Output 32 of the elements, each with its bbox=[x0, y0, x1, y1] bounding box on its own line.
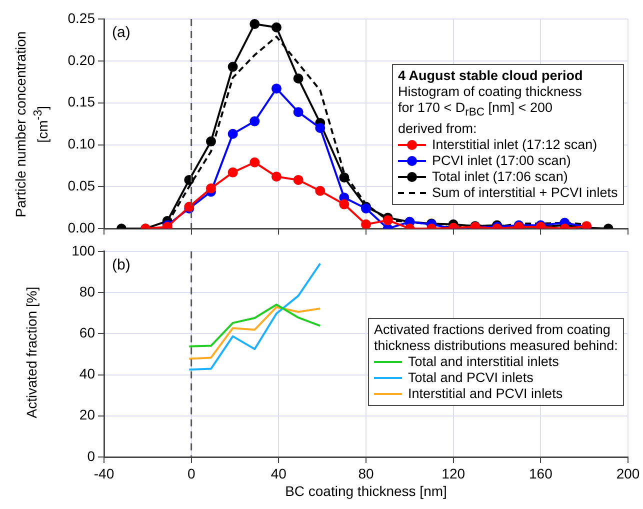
legend-title: Activated fractions derived from coating thickness distributions measured behind: bbox=[374, 322, 618, 354]
annotation: (b) bbox=[112, 256, 130, 274]
x-tick-label: 160 bbox=[528, 465, 553, 482]
legend-label: Total inlet (17:06 scan) bbox=[432, 168, 568, 185]
y-tick-label: 0.15 bbox=[68, 94, 96, 110]
y-tick-label: 60 bbox=[79, 324, 96, 340]
y-tick-label: 0.25 bbox=[68, 10, 96, 26]
legend-label: PCVI inlet (17:00 scan) bbox=[432, 152, 571, 169]
y-tick-label: 0.20 bbox=[68, 52, 96, 68]
legend-label: Interstitial and PCVI inlets bbox=[408, 386, 563, 402]
y-tick-label: 0 bbox=[87, 448, 96, 464]
legend-title: 4 August stable cloud period Histogram of coating thickness for 170 < D$_{rBC}$ [nm] < 200 derived from: bbox=[398, 68, 584, 137]
legend-label: Interstitial inlet (17:12 scan) bbox=[432, 136, 598, 153]
y-tick-label: 100 bbox=[72, 242, 96, 258]
legend-label: Total and PCVI inlets bbox=[408, 370, 534, 386]
legend-label: Sum of interstitial + PCVI inlets bbox=[432, 184, 618, 201]
y-tick-label: 40 bbox=[79, 366, 96, 382]
legend-label: Total and interstitial inlets bbox=[408, 354, 559, 370]
x-tick-label: 0 bbox=[187, 465, 196, 482]
y-tick-label: 0.00 bbox=[68, 219, 96, 236]
y-tick-label: 80 bbox=[79, 283, 96, 300]
x-tick-label: 200 bbox=[616, 465, 640, 482]
y-axis-title: Activated fraction [%] bbox=[23, 286, 40, 418]
y-tick-label: 20 bbox=[79, 406, 96, 423]
y-tick-label: 0.10 bbox=[68, 136, 96, 152]
annotation: (a) bbox=[112, 24, 130, 41]
x-tick-label: 120 bbox=[442, 465, 466, 482]
x-tick-label: 80 bbox=[358, 465, 374, 482]
x-tick-label: -40 bbox=[94, 465, 114, 482]
x-tick-label: 40 bbox=[270, 465, 287, 482]
y-tick-label: 0.05 bbox=[68, 178, 96, 194]
x-axis-title: BC coating thickness [nm] bbox=[284, 483, 448, 499]
